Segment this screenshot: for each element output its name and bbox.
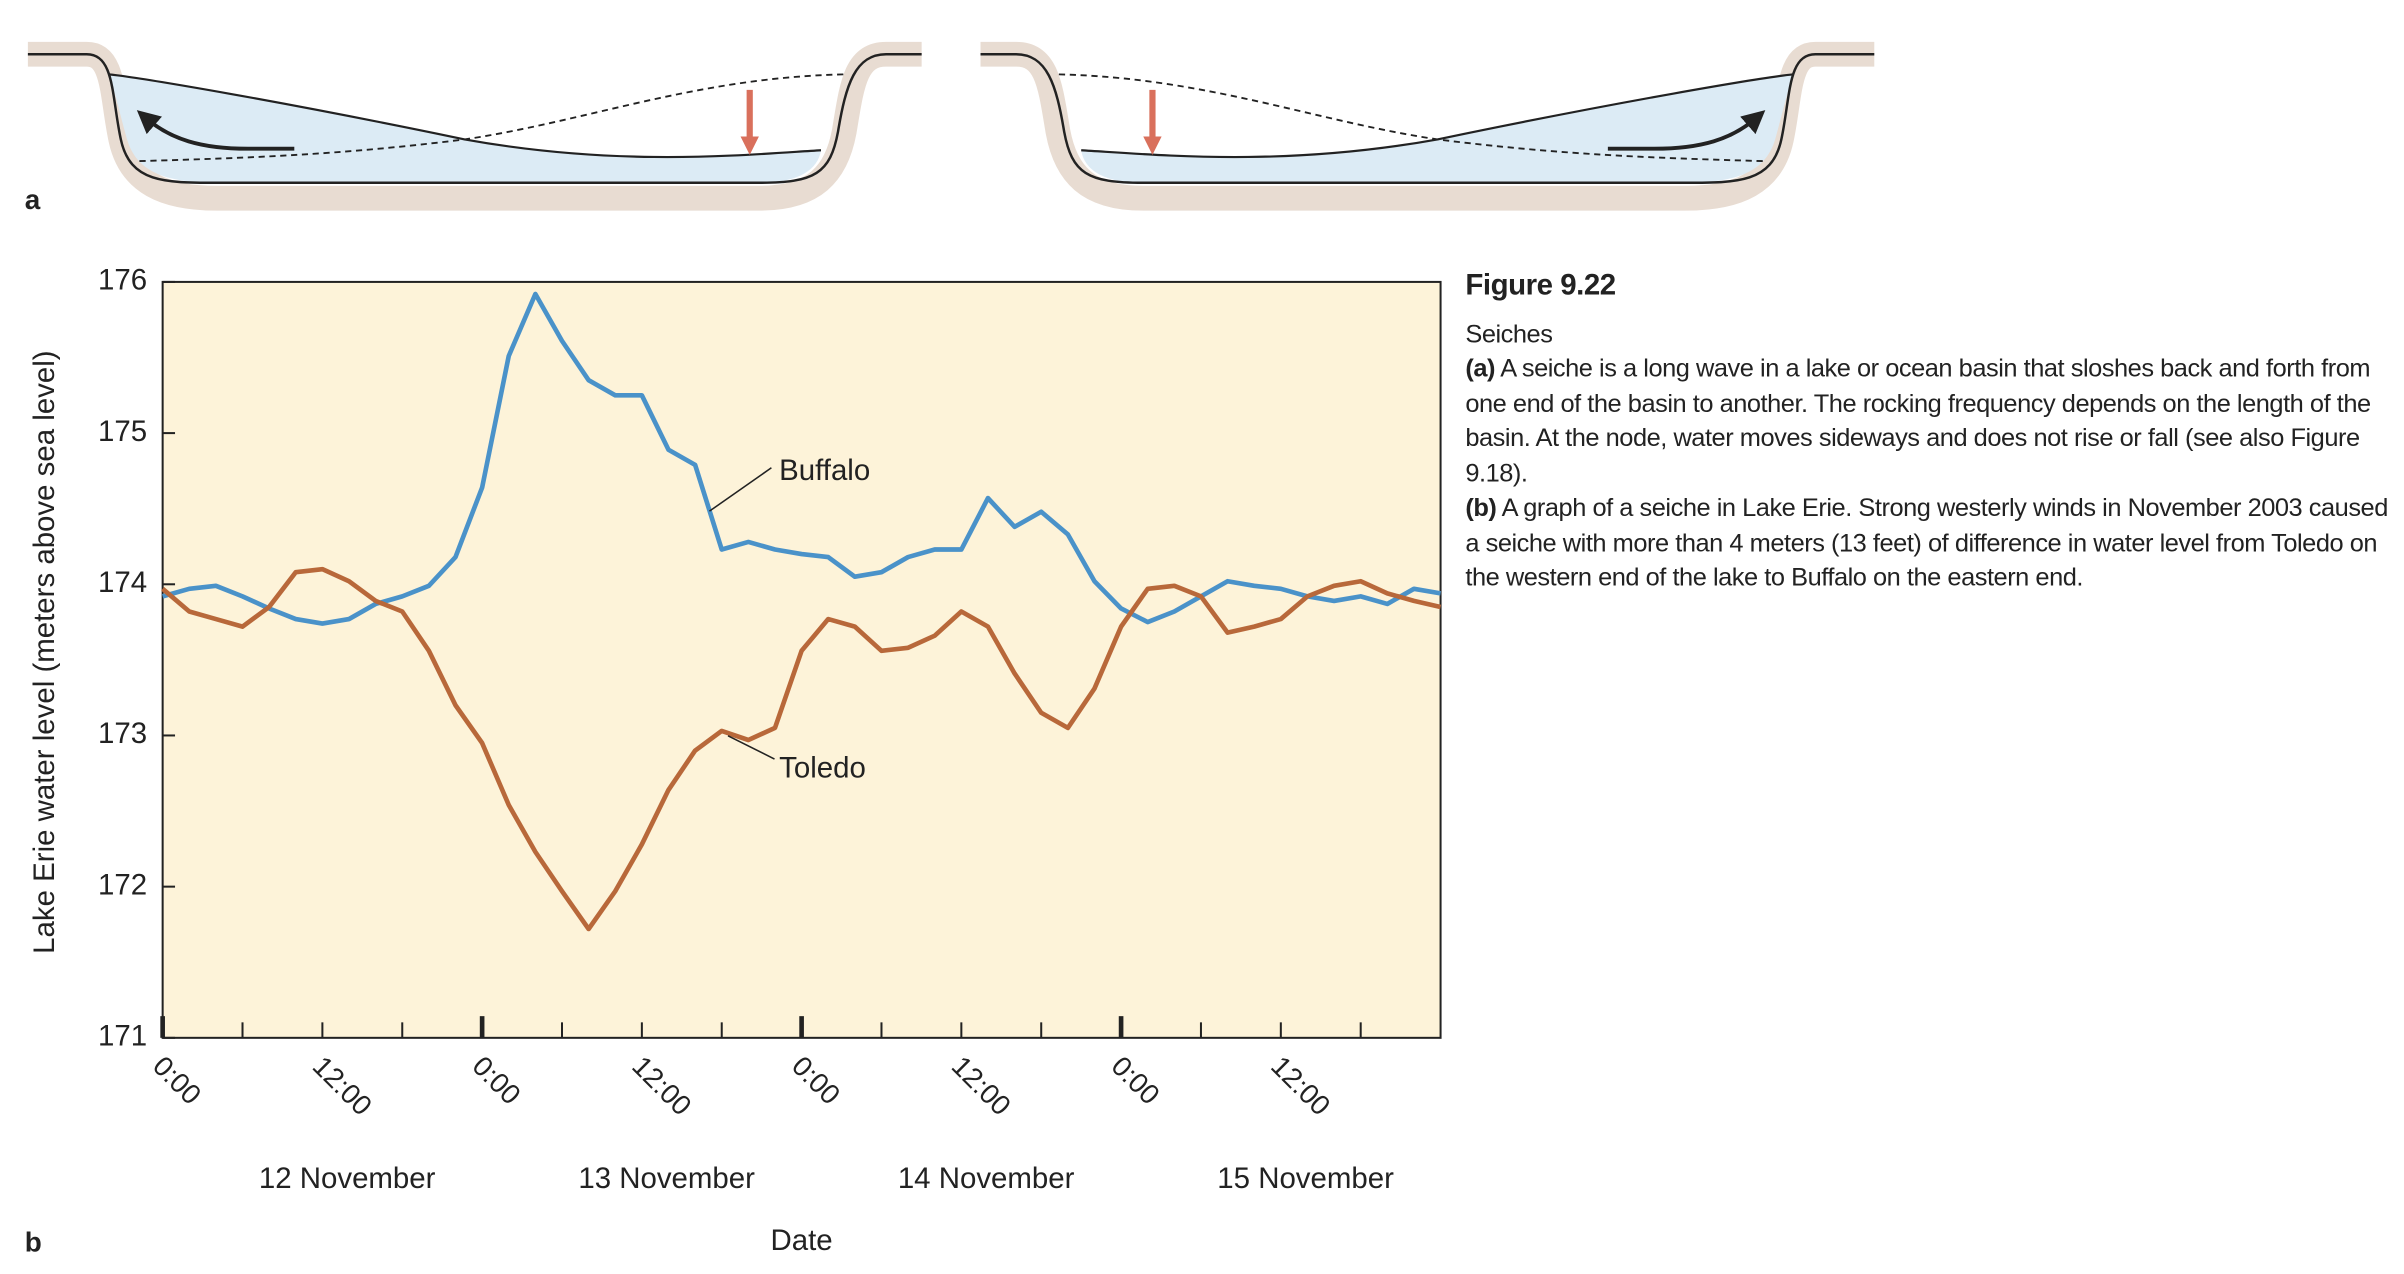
x-tick-label: 0:00: [1105, 1050, 1165, 1110]
panel-label: b: [25, 1227, 42, 1258]
y-tick-label: 176: [98, 264, 147, 297]
leader-line: [727, 735, 775, 760]
series-line: [161, 566, 1442, 932]
series-line: [162, 291, 1441, 626]
caption-text: A seiche is a long wave in a lake or oce…: [1465, 354, 2371, 488]
y-tick-label: 172: [98, 868, 147, 901]
x-tick-label: 12:00: [626, 1050, 697, 1121]
caption: Figure 9.22 Seiches (a) A seiche is a lo…: [1465, 270, 2404, 596]
y-tick-label: 175: [98, 415, 147, 448]
basin-diagram: [981, 54, 1875, 198]
caption-text: A graph of a seiche in Lake Erie. Strong…: [1465, 494, 2388, 592]
caption-label: (b): [1465, 494, 1497, 523]
x-axis-label: Date: [771, 1224, 833, 1257]
series-label: Toledo: [779, 752, 866, 785]
x-tick-label: 0:00: [466, 1050, 526, 1110]
x-day-label: 13 November: [578, 1162, 755, 1195]
x-tick-label: 0:00: [786, 1050, 846, 1110]
caption-text: (a) A seiche is a long wave in a lake or…: [1465, 352, 2404, 491]
y-axis-label: Lake Erie water level (meters above sea …: [28, 350, 61, 953]
x-tick-label: 12:00: [307, 1050, 378, 1121]
x-day-label: 14 November: [898, 1162, 1075, 1195]
x-tick-label: 12:00: [946, 1050, 1017, 1121]
x-tick-label: 12:00: [1265, 1050, 1336, 1121]
plot-area: [161, 280, 1442, 1039]
caption-title: Seiches: [1465, 319, 1553, 348]
x-day-label: 12 November: [259, 1162, 436, 1195]
panel-label: a: [25, 184, 41, 215]
x-tick-label: 0:00: [147, 1050, 207, 1110]
series-label: Buffalo: [779, 454, 870, 487]
basin-diagram: [28, 54, 922, 198]
x-day-label: 15 November: [1217, 1162, 1394, 1195]
y-tick-label: 171: [98, 1020, 147, 1053]
caption-label: (a): [1465, 354, 1496, 383]
caption-text: (b) A graph of a seiche in Lake Erie. St…: [1465, 491, 2404, 596]
leader-line: [708, 467, 772, 512]
y-tick-label: 173: [98, 717, 147, 750]
y-tick-label: 174: [98, 566, 147, 599]
figure-number: Figure 9.22: [1465, 269, 1616, 303]
